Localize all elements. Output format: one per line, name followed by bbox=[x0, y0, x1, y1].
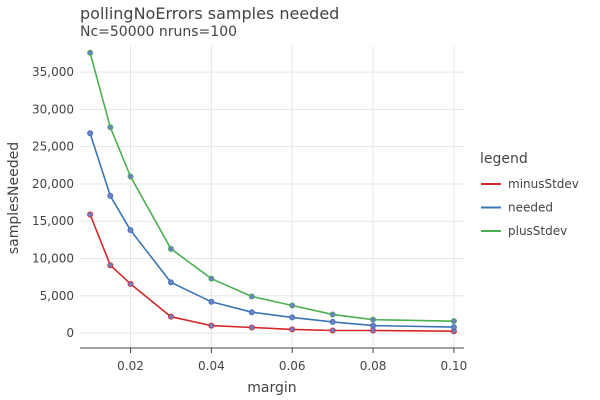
data-point-plusStdev bbox=[370, 316, 377, 323]
data-point-plusStdev bbox=[450, 318, 457, 325]
series-line-plusStdev bbox=[89, 52, 454, 322]
data-point-plusStdev bbox=[329, 311, 336, 318]
legend: legend minusStdev needed plusStdev bbox=[480, 151, 579, 238]
x-tick-label: 0.06 bbox=[279, 359, 306, 373]
legend-label-minusStdev: minusStdev bbox=[508, 177, 579, 191]
data-point-plusStdev bbox=[208, 275, 215, 282]
data-point-minusStdev bbox=[127, 280, 134, 287]
x-tick-label: 0.04 bbox=[198, 359, 225, 373]
data-point-needed bbox=[370, 322, 377, 329]
legend-label-needed: needed bbox=[508, 201, 553, 215]
y-tick-label: 25,000 bbox=[32, 140, 74, 154]
series-line-needed bbox=[89, 132, 454, 328]
data-point-needed bbox=[167, 279, 174, 286]
data-point-minusStdev bbox=[87, 211, 94, 218]
data-point-minusStdev bbox=[248, 324, 255, 331]
data-point-needed bbox=[289, 314, 296, 321]
y-tick-label: 35,000 bbox=[32, 65, 74, 79]
x-axis-title: margin bbox=[247, 380, 296, 396]
data-point-minusStdev bbox=[289, 326, 296, 333]
y-tick-label: 20,000 bbox=[32, 177, 74, 191]
y-tick-label: 10,000 bbox=[32, 252, 74, 266]
data-point-needed bbox=[87, 130, 94, 137]
legend-title: legend bbox=[480, 151, 528, 167]
data-point-plusStdev bbox=[289, 302, 296, 309]
data-point-minusStdev bbox=[167, 313, 174, 320]
data-point-needed bbox=[107, 192, 114, 199]
x-tick-label: 0.08 bbox=[360, 359, 387, 373]
y-tick-label: 15,000 bbox=[32, 214, 74, 228]
data-point-plusStdev bbox=[127, 173, 134, 180]
data-point-needed bbox=[208, 298, 215, 305]
chart-subtitle: Nc=50000 nruns=100 bbox=[80, 24, 238, 40]
x-tick-label: 0.02 bbox=[117, 359, 144, 373]
data-point-needed bbox=[248, 309, 255, 316]
data-point-plusStdev bbox=[167, 245, 174, 252]
data-point-plusStdev bbox=[87, 49, 94, 56]
data-point-needed bbox=[450, 324, 457, 331]
data-point-needed bbox=[329, 318, 336, 325]
series-line-minusStdev bbox=[89, 214, 454, 332]
y-axis-title: samplesNeeded bbox=[6, 142, 22, 254]
y-tick-label: 0 bbox=[66, 326, 74, 340]
chart-title: pollingNoErrors samples needed bbox=[80, 4, 340, 23]
data-point-plusStdev bbox=[248, 293, 255, 300]
y-tick-label: 5,000 bbox=[40, 289, 74, 303]
data-point-needed bbox=[127, 227, 134, 234]
y-tick-label: 30,000 bbox=[32, 102, 74, 116]
data-point-minusStdev bbox=[370, 327, 377, 334]
data-point-minusStdev bbox=[107, 262, 114, 269]
legend-label-plusStdev: plusStdev bbox=[508, 224, 567, 238]
data-point-minusStdev bbox=[329, 327, 336, 334]
data-point-plusStdev bbox=[107, 124, 114, 131]
data-point-minusStdev bbox=[208, 322, 215, 329]
x-tick-label: 0.10 bbox=[441, 359, 468, 373]
